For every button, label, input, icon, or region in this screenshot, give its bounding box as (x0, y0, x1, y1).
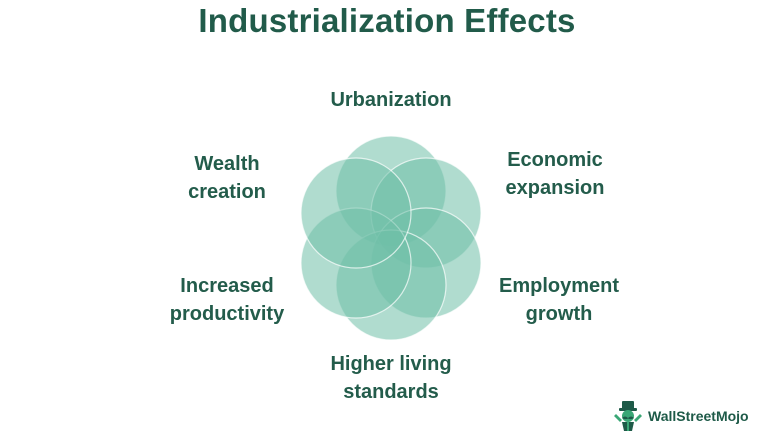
label-employment-growth: Employment growth (474, 272, 644, 328)
label-line: expansion (505, 177, 605, 199)
label-line: productivity (169, 303, 285, 325)
label-economic-expansion: Economic expansion (470, 146, 640, 202)
label-line: Urbanization (330, 89, 452, 111)
label-higher-living-standards: Higher living standards (291, 350, 491, 406)
label-line: Employment (498, 275, 620, 297)
label-line: creation (188, 181, 266, 203)
label-wealth-creation: Wealth creation (150, 150, 304, 206)
label-increased-productivity: Increased productivity (150, 272, 304, 328)
label-line: Higher living (330, 353, 452, 375)
brand-name: WallStreetMojo (648, 408, 749, 424)
mascot-icon (614, 401, 642, 431)
label-line: Increased (180, 275, 274, 297)
label-line: standards (343, 381, 439, 403)
label-line: Wealth (194, 153, 260, 175)
label-line: Economic (507, 149, 603, 171)
brand-logo: WallStreetMojo (612, 400, 749, 432)
label-line: growth (525, 303, 593, 325)
page-title: Industrialization Effects (198, 2, 576, 39)
petal-wealth (300, 157, 412, 269)
label-urbanization: Urbanization (291, 86, 491, 114)
